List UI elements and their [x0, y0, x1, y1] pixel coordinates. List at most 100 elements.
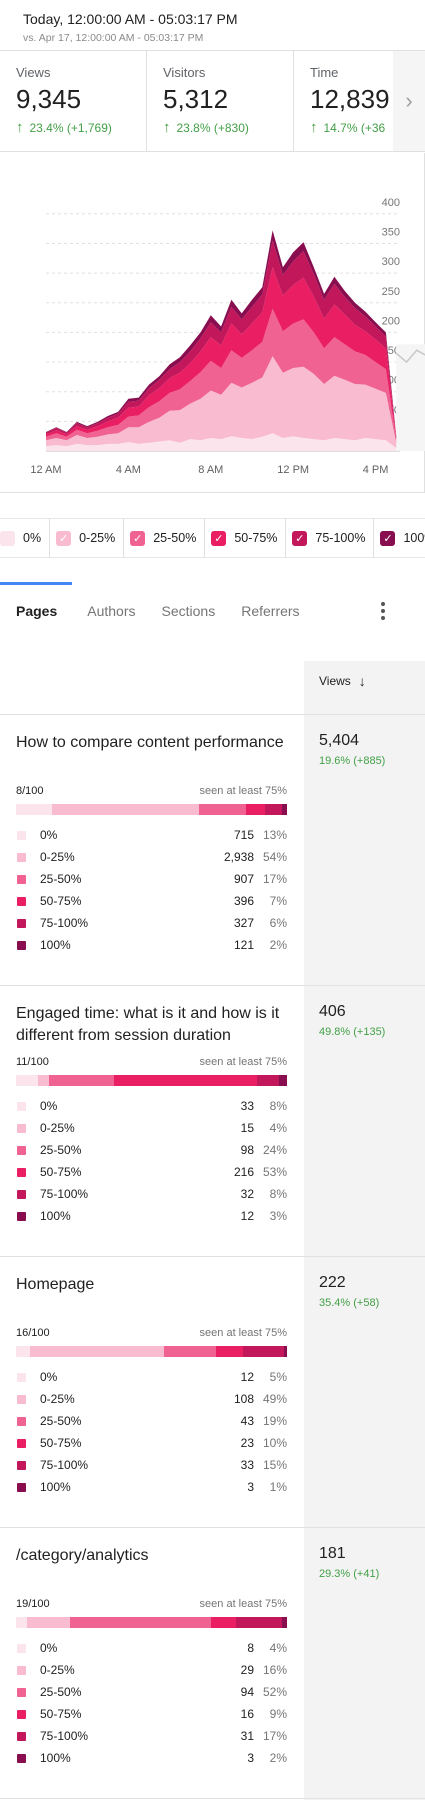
breakdown-count: 31 [240, 1729, 254, 1743]
bar-segment [113, 1075, 258, 1086]
breakdown-percent: 17% [262, 872, 287, 886]
bar-segment [265, 804, 282, 815]
bar-segment [281, 1617, 287, 1628]
tab-pages[interactable]: Pages [16, 603, 58, 619]
date-range-header[interactable]: Today, 12:00:00 AM - 05:03:17 PM vs. Apr… [0, 0, 425, 51]
stat-time[interactable]: Time 12,839 ↑ 14.7% (+36 [294, 51, 393, 151]
breakdown-percent: 8% [269, 1099, 287, 1113]
breakdown-row: 0% 715 13% [16, 824, 287, 846]
breakdown-percent: 6% [269, 916, 287, 930]
checkbox-icon: ✓ [380, 530, 396, 546]
breakdown-count: 98 [240, 1143, 254, 1157]
bar-segment [16, 804, 52, 815]
breakdown-percent: 24% [262, 1143, 287, 1157]
page-title-link[interactable]: Homepage [16, 1276, 95, 1293]
legend-item-50-75[interactable]: ✓ 50-75% [205, 518, 287, 558]
swatch [17, 853, 26, 862]
stat-change: 23.8% (+830) [176, 120, 249, 135]
legend-item-75-100[interactable]: ✓ 75-100% [286, 518, 375, 558]
series-area-4 [46, 240, 397, 438]
series-area-3 [46, 267, 397, 440]
breakdown-label: 0-25% [40, 1663, 75, 1677]
tab-sections[interactable]: Sections [161, 603, 216, 619]
legend-item-100[interactable]: ✓ 100% [374, 518, 425, 558]
breakdown-count: 12 [240, 1370, 254, 1384]
legend-label: 75-100% [315, 531, 366, 545]
breakdown-percent: 19% [262, 1414, 287, 1428]
bar-segment [243, 1346, 285, 1357]
table-row[interactable]: Homepage 222 35.4% (+58) 16/100 seen at leas… [0, 1257, 425, 1528]
swatch [17, 831, 26, 840]
stat-views[interactable]: Views 9,345 ↑ 23.4% (+1,769) [0, 51, 147, 151]
table-row[interactable]: Engaged time: what is it and how is it d… [0, 986, 425, 1257]
breakdown-percent: 13% [262, 828, 287, 842]
legend-item-25-50[interactable]: ✓ 25-50% [124, 518, 206, 558]
breakdown-list: 0% 715 13% 0-25% 2,938 54% 25-50% 907 17% 50-75% 3… [16, 824, 287, 956]
stat-visitors[interactable]: Visitors 5,312 ↑ 23.8% (+830) [147, 51, 294, 151]
stat-label: Views [16, 65, 51, 80]
page-title-link[interactable]: Engaged time: what is it and how is it d… [16, 1005, 280, 1044]
stat-change: 23.4% (+1,769) [29, 120, 112, 135]
breakdown-label: 50-75% [40, 1436, 82, 1450]
breakdown-row: 100% 121 2% [16, 934, 287, 956]
checkbox-icon: ✓ [56, 530, 72, 546]
swatch [17, 919, 26, 928]
stat-change: 14.7% (+36 [323, 120, 386, 135]
swatch [17, 1688, 26, 1697]
breakdown-count: 15 [240, 1121, 254, 1135]
tab-authors[interactable]: Authors [87, 603, 136, 619]
breakdown-row: 50-75% 23 10% [16, 1432, 287, 1454]
table-row[interactable]: How to compare content performance 5,404 1… [0, 715, 425, 986]
stat-label: Visitors [163, 65, 206, 80]
bar-segment [29, 1346, 164, 1357]
stat-label: Time [310, 65, 339, 80]
chevron-right-icon[interactable]: › [393, 51, 425, 151]
swatch [17, 1190, 26, 1199]
swatch [17, 1666, 26, 1675]
breakdown-row: 25-50% 43 19% [16, 1410, 287, 1432]
swatch [17, 1395, 26, 1404]
table-row[interactable]: /category/analytics 181 29.3% (+41) 19/100 s… [0, 1528, 425, 1799]
breakdown-count: 32 [240, 1187, 254, 1201]
breakdown-label: 100% [40, 1209, 71, 1223]
seen-label: seen at least 75% [199, 1327, 287, 1339]
more-vert-icon[interactable] [378, 599, 388, 623]
swatch [17, 1373, 26, 1382]
legend-label: 25-50% [153, 531, 197, 545]
seen-label: seen at least 75% [199, 785, 287, 797]
swatch [17, 1732, 26, 1741]
breakdown-percent: 15% [262, 1458, 287, 1472]
breakdown-list: 0% 12 5% 0-25% 108 49% 25-50% 43 19% 50-75% 23 10% 7… [16, 1366, 287, 1498]
comparison-area [396, 344, 425, 451]
breakdown-percent: 2% [269, 938, 287, 952]
row-views: 406 [319, 1003, 346, 1020]
breakdown-label: 100% [40, 1751, 71, 1765]
engagement-bar [16, 1075, 288, 1086]
seen-label: seen at least 75% [199, 1056, 287, 1068]
breakdown-count: 3 [247, 1751, 254, 1765]
breakdown-percent: 52% [262, 1685, 287, 1699]
swatch [17, 1124, 26, 1133]
bar-segment [211, 1617, 236, 1628]
legend-item-0[interactable]: 0% [0, 518, 51, 558]
breakdown-count: 23 [240, 1436, 254, 1450]
page-title-link[interactable]: /category/analytics [16, 1547, 149, 1564]
swatch [17, 1710, 26, 1719]
legend-item-0-25[interactable]: ✓ 0-25% [50, 518, 125, 558]
bar-segment [284, 1346, 287, 1357]
swatch [17, 1168, 26, 1177]
tab-referrers[interactable]: Referrers [241, 603, 300, 619]
series-area-1 [46, 356, 397, 448]
x-tick-label: 8 AM [198, 464, 223, 476]
breakdown-row: 75-100% 31 17% [16, 1725, 287, 1747]
views-sort-header[interactable]: Views ↓ [319, 673, 366, 689]
table-header: Views ↓ [0, 661, 425, 715]
swatch [17, 1439, 26, 1448]
row-views-change: 29.3% (+41) [319, 1568, 380, 1580]
bar-segment [70, 1617, 212, 1628]
bar-segment [245, 804, 266, 815]
engagement-chart: 05010015020025030035040012 AM4 AM8 AM12 … [0, 153, 425, 493]
active-tab-indicator [0, 582, 72, 585]
arrow-up-icon: ↑ [163, 119, 171, 136]
page-title-link[interactable]: How to compare content performance [16, 734, 284, 751]
